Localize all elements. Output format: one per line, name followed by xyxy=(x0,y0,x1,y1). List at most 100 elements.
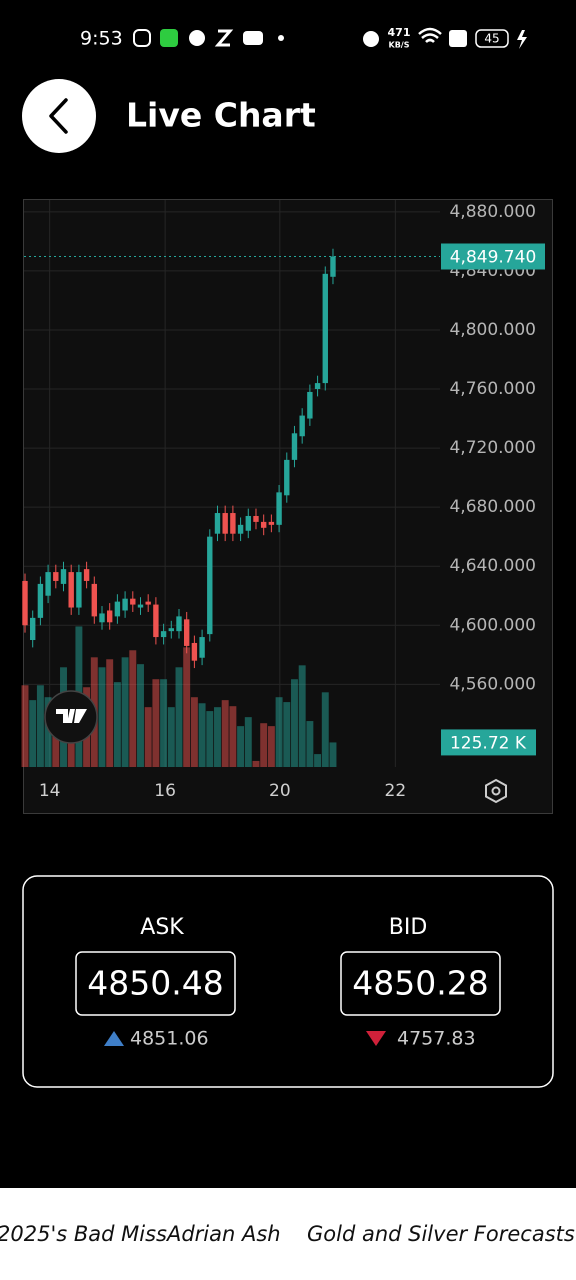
volume-bar xyxy=(321,692,329,767)
candle-body xyxy=(30,617,36,641)
volume-bar xyxy=(137,664,144,767)
candle-body xyxy=(76,572,82,608)
y-tick-label: 4,560.000 xyxy=(449,674,536,694)
candle-body xyxy=(137,604,144,608)
candle-body xyxy=(45,572,51,596)
volume-bar xyxy=(129,650,137,767)
volume-bar xyxy=(29,700,37,767)
settings-icon-center xyxy=(491,786,501,796)
candle-body xyxy=(22,580,28,626)
volume-bar xyxy=(283,702,291,767)
candle-body xyxy=(222,513,228,534)
candle-body xyxy=(260,521,267,528)
x-tick-label: 14 xyxy=(39,781,61,801)
candle-body xyxy=(68,572,74,608)
volume-bar xyxy=(244,717,252,767)
candle-body xyxy=(245,515,251,531)
status-speed-unit: KB/S xyxy=(389,41,410,50)
candle-body xyxy=(160,631,167,638)
candle-body xyxy=(253,515,259,522)
candle-body xyxy=(291,433,298,460)
candle-body xyxy=(276,492,282,525)
candle-body xyxy=(314,383,321,389)
candle-body xyxy=(191,642,198,661)
last-price-badge xyxy=(441,243,545,270)
last-volume-badge xyxy=(441,729,536,756)
volume-bar xyxy=(237,726,245,767)
y-tick-label: 4,720.000 xyxy=(449,438,536,458)
candle-body xyxy=(322,273,328,384)
candle-body xyxy=(153,604,159,638)
volume-bar xyxy=(314,754,322,767)
volume-bar xyxy=(329,742,337,767)
last-volume-label: 125.72 K xyxy=(450,733,527,753)
status-wifi xyxy=(418,27,442,43)
x-tick-label: 22 xyxy=(385,781,407,801)
ticker-item[interactable]: 2025's Bad MissAdrian Ash xyxy=(0,1222,281,1246)
volume-bar xyxy=(175,667,183,767)
candle-body xyxy=(106,610,113,623)
volume-bar xyxy=(252,760,260,767)
up-triangle xyxy=(104,1031,124,1046)
status-icon xyxy=(363,31,379,47)
status-charging xyxy=(517,30,527,49)
candle-body xyxy=(130,598,136,605)
volume-bar xyxy=(21,685,29,767)
candle-body xyxy=(176,616,182,632)
candle-body xyxy=(199,637,205,658)
ask-box xyxy=(75,951,236,1016)
tradingview-logo-mark xyxy=(56,709,87,723)
candle-body xyxy=(230,513,236,534)
news-ticker xyxy=(0,1188,576,1280)
candle-body xyxy=(237,524,244,534)
bid-label: BID xyxy=(389,915,428,940)
y-tick-label: 4,800.000 xyxy=(449,320,536,340)
bid-box xyxy=(340,951,501,1016)
back-button[interactable] xyxy=(22,79,96,153)
ask-change: 4851.06 xyxy=(130,1028,209,1050)
bid-price: 4850.28 xyxy=(352,964,488,1003)
volume-bar xyxy=(275,697,283,767)
y-tick-label: 4,680.000 xyxy=(449,497,536,517)
volume-bar xyxy=(198,703,206,767)
candle-body xyxy=(268,521,275,525)
candle-body xyxy=(122,598,128,611)
settings-icon[interactable] xyxy=(485,778,507,804)
status-battery-level: 45 xyxy=(484,32,499,46)
candle-body xyxy=(37,583,44,618)
volume-bar xyxy=(113,682,121,767)
status-icon xyxy=(189,30,205,46)
candle-body xyxy=(299,415,305,437)
volume-bar xyxy=(44,697,52,767)
volume-bar xyxy=(167,707,175,767)
y-tick-label: 4,640.000 xyxy=(449,556,536,576)
volume-bar xyxy=(144,707,152,767)
ticker-item[interactable]: Gold and Silver Forecasts xyxy=(307,1222,575,1246)
down-triangle xyxy=(366,1031,386,1046)
back-arrow xyxy=(49,98,68,134)
candle-body xyxy=(214,513,221,534)
x-tick-label: 20 xyxy=(269,781,291,801)
y-tick-label: 4,760.000 xyxy=(449,379,536,399)
volume-bar xyxy=(229,706,237,767)
status-icon xyxy=(214,29,234,47)
y-tick-label: 4,600.000 xyxy=(449,615,536,635)
volume-bar xyxy=(190,697,198,767)
ask-label: ASK xyxy=(140,915,184,940)
volume-bar xyxy=(183,647,191,767)
volume-bar xyxy=(36,685,44,767)
volume-bar xyxy=(291,679,298,767)
candle-body xyxy=(91,583,97,617)
candle-body xyxy=(60,569,67,584)
status-icon xyxy=(133,29,151,47)
volume-bar xyxy=(260,723,268,767)
candle-body xyxy=(307,391,313,419)
candle-body xyxy=(207,536,213,635)
status-icon xyxy=(160,29,178,47)
status-speed: 471 xyxy=(388,26,411,39)
status-icon xyxy=(278,35,284,41)
y-tick-label: 4,880.000 xyxy=(449,202,536,222)
volume-bar xyxy=(98,667,106,767)
